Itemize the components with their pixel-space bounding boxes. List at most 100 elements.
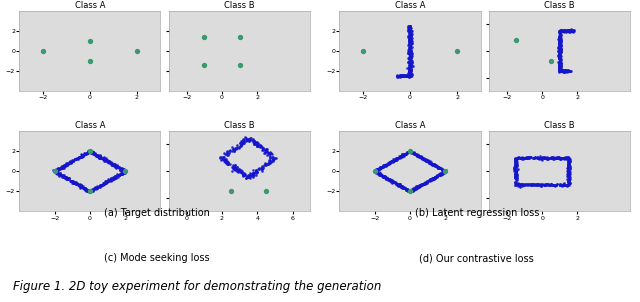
Point (557, 184, 567, 188)
Point (120, 169, 131, 174)
Point (564, 69, 575, 73)
Point (70, 156, 80, 161)
Point (244, 137, 254, 142)
Point (111, 165, 122, 170)
Point (560, 155, 570, 160)
Point (406, 72, 416, 76)
Point (555, 53, 565, 58)
Point (93, 185, 104, 189)
Point (82, 151, 92, 156)
Point (406, 52, 417, 57)
Point (563, 29, 573, 34)
Point (556, 63, 566, 68)
Point (421, 158, 431, 162)
Point (554, 59, 564, 64)
Point (435, 172, 445, 177)
Point (559, 28, 569, 33)
Point (397, 185, 407, 190)
Point (404, 26, 414, 31)
Point (555, 64, 565, 69)
Point (402, 188, 412, 193)
Point (404, 37, 414, 42)
Point (380, 175, 390, 180)
Point (396, 183, 406, 188)
Point (399, 185, 410, 190)
Point (237, 141, 248, 146)
Point (404, 74, 414, 79)
Point (410, 185, 420, 190)
Point (81, 187, 91, 192)
Point (564, 158, 574, 163)
Point (237, 173, 248, 178)
Point (417, 156, 427, 161)
Point (60, 175, 70, 179)
Point (383, 177, 393, 182)
Point (265, 151, 275, 156)
Point (404, 73, 414, 78)
Point (555, 67, 565, 72)
Point (54, 170, 65, 175)
Point (561, 182, 572, 187)
Point (86, 188, 96, 192)
Point (406, 32, 416, 37)
Point (116, 166, 126, 171)
Point (404, 188, 415, 193)
Point (387, 178, 397, 182)
Point (243, 136, 253, 141)
Point (385, 178, 396, 183)
Point (513, 181, 523, 186)
Point (555, 69, 565, 73)
Point (511, 168, 521, 173)
Point (391, 156, 401, 161)
Point (564, 28, 574, 33)
Point (404, 33, 415, 38)
Point (532, 155, 543, 159)
Point (427, 176, 437, 181)
Point (399, 73, 410, 78)
Point (554, 62, 564, 67)
Point (390, 158, 401, 163)
Point (220, 156, 230, 161)
Point (557, 28, 568, 33)
Point (96, 156, 106, 160)
Point (51, 170, 61, 175)
Point (383, 177, 394, 182)
Point (557, 27, 567, 32)
Point (420, 181, 431, 185)
Point (557, 69, 568, 74)
Point (404, 57, 415, 62)
Point (256, 143, 266, 148)
Point (561, 28, 571, 33)
Point (54, 171, 65, 175)
Point (68, 180, 79, 185)
Point (108, 175, 118, 180)
Point (85, 149, 95, 153)
Point (115, 172, 125, 177)
Point (405, 60, 415, 65)
Point (390, 180, 401, 185)
Point (511, 176, 522, 181)
Point (437, 170, 447, 175)
Point (380, 163, 390, 168)
Point (405, 73, 415, 78)
Point (404, 188, 415, 193)
Point (562, 156, 572, 161)
Point (555, 43, 565, 48)
Point (522, 183, 532, 188)
Point (388, 159, 399, 163)
Point (554, 69, 564, 74)
Point (249, 139, 259, 144)
Point (403, 73, 413, 78)
Point (404, 65, 415, 70)
Point (380, 162, 390, 167)
Point (406, 33, 416, 38)
Point (394, 154, 404, 159)
Point (511, 176, 522, 181)
Point (76, 183, 86, 188)
Point (114, 173, 124, 178)
Point (554, 49, 564, 54)
Point (394, 182, 404, 187)
Point (71, 157, 81, 162)
Point (438, 169, 449, 173)
Point (266, 151, 276, 156)
